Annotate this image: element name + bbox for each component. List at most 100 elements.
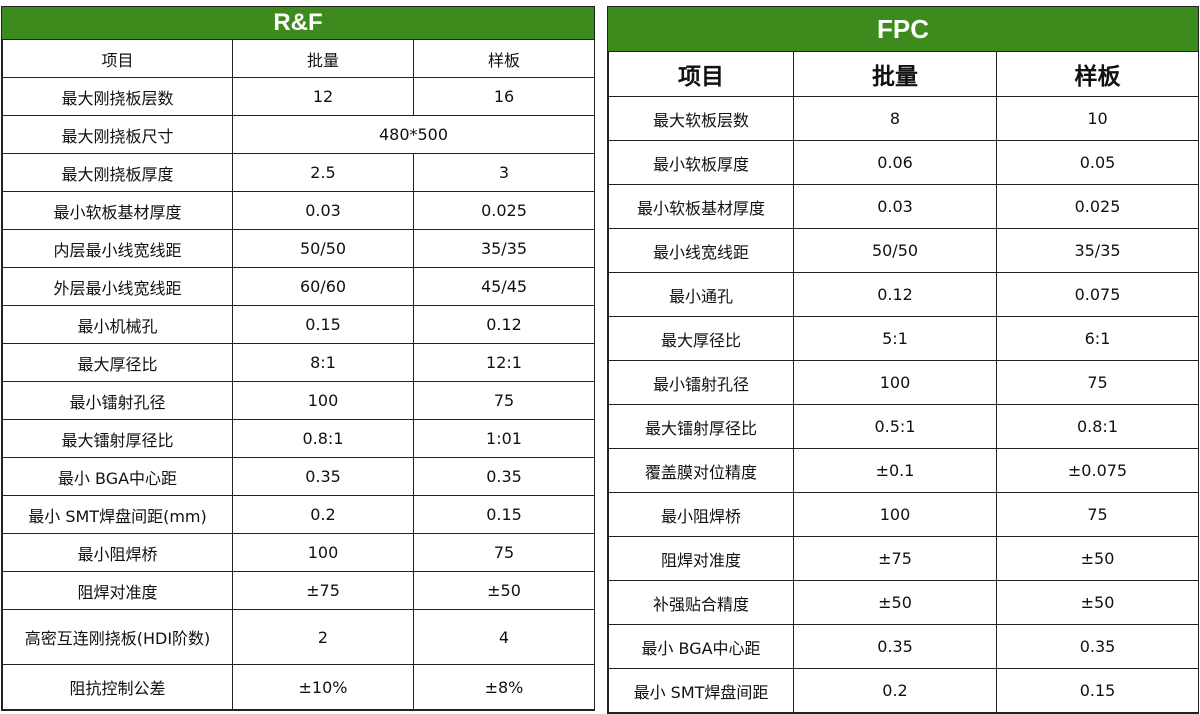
row-sample-value: 0.15	[996, 668, 1199, 713]
row-sample-value: 0.075	[996, 272, 1199, 317]
table-row: 阻抗控制公差 ±10% ±8%	[2, 664, 595, 710]
table-row: 最小软板厚度 0.06 0.05	[608, 140, 1199, 185]
row-label: 最大厚径比	[2, 343, 233, 382]
row-sample-value: 12:1	[413, 343, 595, 382]
row-sample-value: 0.025	[996, 184, 1199, 229]
table-row: 最小镭射孔径 100 75	[608, 360, 1199, 405]
row-label: 最小软板基材厚度	[2, 191, 233, 230]
row-sample-value: 0.8:1	[996, 404, 1199, 449]
rf-table-body: 最大刚挠板层数 12 16 最大刚挠板尺寸 480*500 最大刚挠板厚度 2.5 3 最小软板…	[2, 77, 595, 710]
row-sample-value: 0.35	[996, 624, 1199, 669]
row-sample-value: 1:01	[413, 419, 595, 458]
rf-header-row: 项目 批量 样板	[2, 39, 595, 78]
row-sample-value: ±0.075	[996, 448, 1199, 493]
row-sample-value: 10	[996, 96, 1199, 141]
fpc-panel: FPC 项目 批量 样板 最大软板层数 8 10 最小软板厚度 0.06 0.05 最小软板…	[607, 6, 1199, 714]
row-label: 最小 SMT焊盘间距	[608, 668, 794, 713]
table-row: 内层最小线宽线距 50/50 35/35	[2, 229, 595, 268]
table-row: 最大刚挠板厚度 2.5 3	[2, 153, 595, 192]
row-sample-value: 35/35	[996, 228, 1199, 273]
table-row: 最小 SMT焊盘间距 0.2 0.15	[608, 668, 1199, 713]
row-sample-value: ±8%	[413, 664, 595, 710]
row-label: 最大刚挠板尺寸	[2, 115, 233, 154]
row-batch-value: 0.8:1	[232, 419, 414, 458]
row-label: 最大刚挠板厚度	[2, 153, 233, 192]
table-row: 最小镭射孔径 100 75	[2, 381, 595, 420]
rf-table: 项目 批量 样板 最大刚挠板层数 12 16 最大刚挠板尺寸 480*500 最大刚挠板厚…	[2, 39, 595, 710]
row-batch-value: ±0.1	[793, 448, 997, 493]
row-sample-value: 35/35	[413, 229, 595, 268]
fpc-header-batch: 批量	[793, 51, 997, 97]
row-label: 最小线宽线距	[608, 228, 794, 273]
fpc-title: FPC	[608, 7, 1198, 51]
table-row: 最大厚径比 5:1 6:1	[608, 316, 1199, 361]
table-row: 最小软板基材厚度 0.03 0.025	[2, 191, 595, 230]
fpc-header-sample: 样板	[996, 51, 1199, 97]
table-row: 最小阻焊桥 100 75	[608, 492, 1199, 537]
table-row: 最小通孔 0.12 0.075	[608, 272, 1199, 317]
row-sample-value: 0.025	[413, 191, 595, 230]
rf-header-sample: 样板	[413, 39, 595, 78]
table-row: 最大刚挠板尺寸 480*500	[2, 115, 595, 154]
row-batch-value: 0.35	[232, 457, 414, 496]
table-row: 最小线宽线距 50/50 35/35	[608, 228, 1199, 273]
row-label: 最小 SMT焊盘间距(mm)	[2, 495, 233, 534]
row-label: 外层最小线宽线距	[2, 267, 233, 306]
row-batch-value: ±10%	[232, 664, 414, 710]
row-label: 阻焊对准度	[608, 536, 794, 581]
table-row: 最小机械孔 0.15 0.12	[2, 305, 595, 344]
row-sample-value: ±50	[413, 571, 595, 610]
table-row: 最小 SMT焊盘间距(mm) 0.2 0.15	[2, 495, 595, 534]
row-batch-value: 50/50	[793, 228, 997, 273]
row-batch-value: 100	[232, 533, 414, 572]
row-label: 最小通孔	[608, 272, 794, 317]
row-batch-value: ±50	[793, 580, 997, 625]
row-label: 最大镭射厚径比	[608, 404, 794, 449]
row-batch-value: 60/60	[232, 267, 414, 306]
fpc-table-body: 最大软板层数 8 10 最小软板厚度 0.06 0.05 最小软板基材厚度 0.03 0.025…	[608, 96, 1199, 713]
row-batch-value: 0.03	[232, 191, 414, 230]
table-row: 最小软板基材厚度 0.03 0.025	[608, 184, 1199, 229]
table-row: 最大刚挠板层数 12 16	[2, 77, 595, 116]
table-row: 高密互连刚挠板(HDI阶数) 2 4	[2, 609, 595, 665]
rf-header-item: 项目	[2, 39, 233, 78]
table-row: 最小阻焊桥 100 75	[2, 533, 595, 572]
row-label: 阻抗控制公差	[2, 664, 233, 710]
row-sample-value: 0.15	[413, 495, 595, 534]
table-row: 外层最小线宽线距 60/60 45/45	[2, 267, 595, 306]
table-row: 最大镭射厚径比 0.5:1 0.8:1	[608, 404, 1199, 449]
row-batch-value: 0.35	[793, 624, 997, 669]
row-label: 最大刚挠板层数	[2, 77, 233, 116]
fpc-header-item: 项目	[608, 51, 794, 97]
rf-title: R&F	[2, 7, 594, 39]
row-sample-value: 16	[413, 77, 595, 116]
row-batch-value: 12	[232, 77, 414, 116]
row-batch-value: 480*500	[232, 115, 595, 154]
row-label: 最小软板基材厚度	[608, 184, 794, 229]
row-batch-value: 0.5:1	[793, 404, 997, 449]
row-batch-value: 0.2	[793, 668, 997, 713]
row-label: 最小软板厚度	[608, 140, 794, 185]
rf-header-batch: 批量	[232, 39, 414, 78]
row-label: 高密互连刚挠板(HDI阶数)	[2, 609, 233, 665]
row-sample-value: 0.05	[996, 140, 1199, 185]
row-label: 最小阻焊桥	[2, 533, 233, 572]
row-label: 最小 BGA中心距	[608, 624, 794, 669]
row-batch-value: ±75	[793, 536, 997, 581]
row-label: 覆盖膜对位精度	[608, 448, 794, 493]
row-label: 最大厚径比	[608, 316, 794, 361]
table-row: 覆盖膜对位精度 ±0.1 ±0.075	[608, 448, 1199, 493]
fpc-header-row: 项目 批量 样板	[608, 51, 1199, 97]
table-row: 最小 BGA中心距 0.35 0.35	[2, 457, 595, 496]
row-batch-value: 2	[232, 609, 414, 665]
row-batch-value: 2.5	[232, 153, 414, 192]
table-row: 阻焊对准度 ±75 ±50	[608, 536, 1199, 581]
row-label: 最小 BGA中心距	[2, 457, 233, 496]
row-batch-value: 100	[232, 381, 414, 420]
row-sample-value: 0.35	[413, 457, 595, 496]
row-label: 最小阻焊桥	[608, 492, 794, 537]
row-sample-value: 75	[996, 492, 1199, 537]
row-batch-value: 0.06	[793, 140, 997, 185]
fpc-table: 项目 批量 样板 最大软板层数 8 10 最小软板厚度 0.06 0.05 最小软板基材厚度…	[608, 51, 1199, 713]
row-batch-value: 0.15	[232, 305, 414, 344]
